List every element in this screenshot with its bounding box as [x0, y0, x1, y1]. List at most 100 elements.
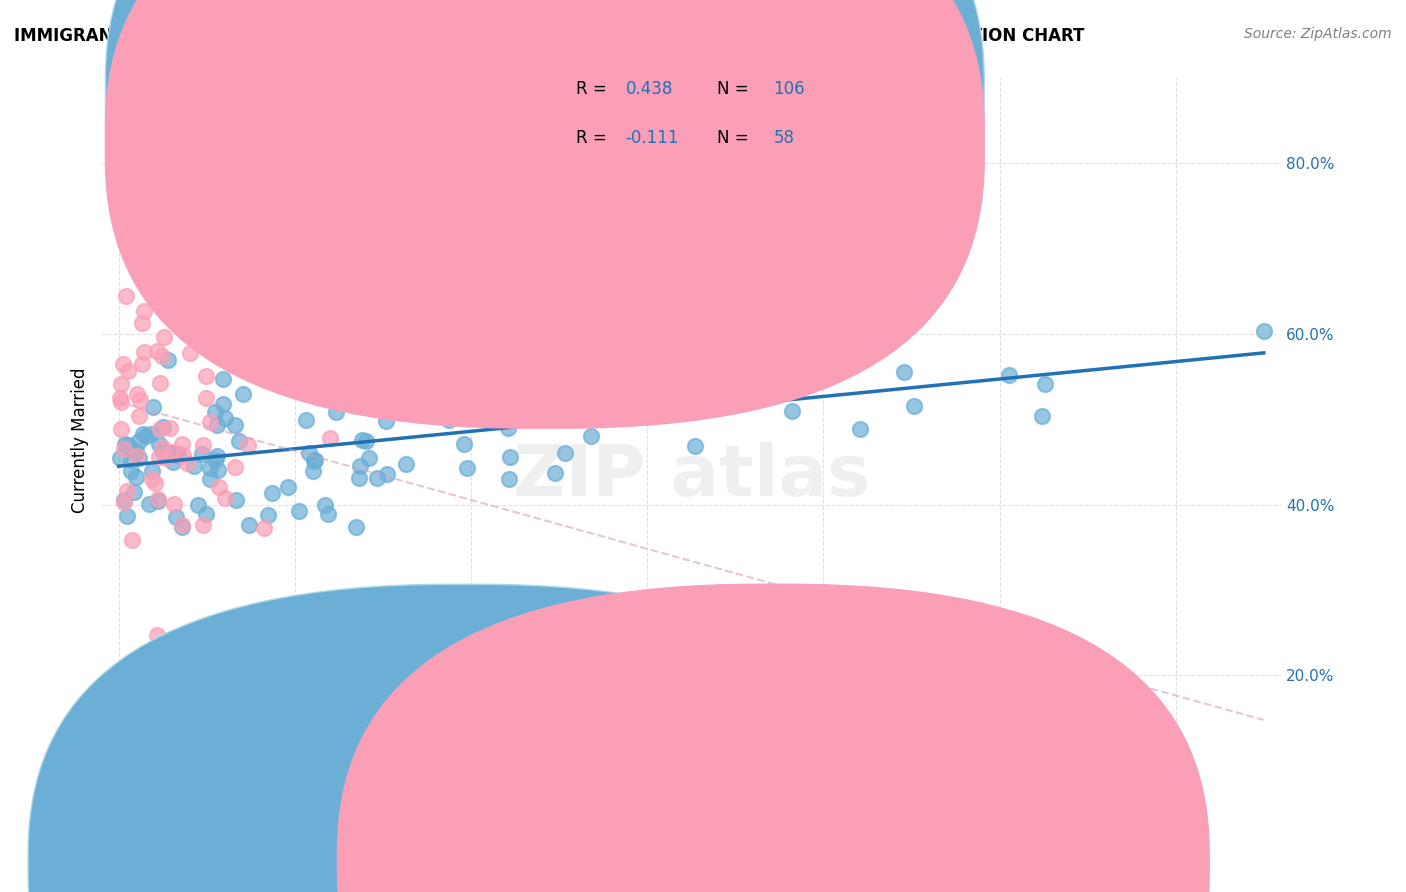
Point	[485, 411, 508, 425]
Point	[110, 422, 132, 436]
Point	[152, 420, 174, 434]
Point	[998, 368, 1021, 383]
Point	[125, 444, 148, 458]
Point	[120, 464, 142, 478]
Point	[633, 357, 655, 371]
Point	[204, 405, 226, 419]
Point	[298, 446, 321, 460]
Point	[152, 441, 174, 455]
Point	[1031, 409, 1053, 423]
Point	[157, 353, 180, 368]
Point	[145, 628, 167, 642]
Point	[412, 397, 434, 411]
Point	[146, 344, 169, 359]
Point	[179, 346, 201, 360]
Point	[228, 434, 250, 448]
Point	[283, 156, 305, 170]
Point	[153, 329, 176, 343]
Point	[437, 413, 460, 427]
Point	[453, 436, 475, 450]
Point	[110, 395, 132, 409]
Point	[148, 437, 170, 451]
Point	[498, 472, 520, 486]
Point	[302, 454, 325, 468]
Point	[269, 366, 291, 380]
Text: IMMIGRANTS FROM SOUTH AMERICA VS IMMIGRANTS FROM GRENADA CURRENTLY MARRIED CORRE: IMMIGRANTS FROM SOUTH AMERICA VS IMMIGRA…	[14, 27, 1084, 45]
Point	[117, 364, 139, 378]
Point	[132, 426, 155, 441]
Point	[685, 439, 707, 453]
Point	[574, 402, 596, 417]
Point	[166, 448, 188, 462]
Point	[112, 442, 135, 456]
Point	[131, 316, 153, 330]
Point	[1253, 324, 1275, 338]
Point	[157, 290, 180, 304]
Point	[172, 448, 194, 462]
Point	[350, 434, 373, 448]
Point	[513, 412, 536, 426]
Point	[893, 365, 915, 379]
Point	[344, 520, 367, 534]
Point	[134, 344, 156, 359]
Point	[260, 486, 283, 500]
Point	[207, 463, 229, 477]
Point	[193, 438, 215, 452]
Point	[453, 406, 475, 420]
Point	[554, 446, 576, 460]
Text: N =: N =	[717, 129, 754, 147]
Point	[112, 495, 135, 509]
Point	[120, 453, 142, 467]
Point	[496, 421, 519, 435]
Point	[183, 458, 205, 473]
Point	[112, 493, 135, 508]
Point	[638, 384, 661, 398]
Point	[150, 349, 173, 363]
Point	[141, 464, 163, 478]
Point	[165, 510, 187, 524]
Point	[288, 504, 311, 518]
Point	[433, 387, 456, 401]
Point	[456, 460, 478, 475]
Point	[194, 508, 217, 522]
Text: ZIP atlas: ZIP atlas	[513, 442, 870, 511]
Point	[218, 284, 240, 298]
Text: Immigrants from South America: Immigrants from South America	[492, 858, 738, 872]
Point	[170, 518, 193, 533]
Point	[498, 450, 520, 465]
Point	[579, 429, 602, 443]
Point	[170, 437, 193, 451]
Text: N =: N =	[717, 80, 754, 98]
Point	[108, 451, 131, 466]
Point	[737, 375, 759, 389]
Text: R =: R =	[576, 129, 613, 147]
Y-axis label: Currently Married: Currently Married	[72, 368, 89, 513]
Point	[354, 434, 377, 449]
Point	[232, 387, 254, 401]
Point	[257, 508, 280, 523]
Point	[115, 508, 138, 523]
Point	[127, 259, 149, 273]
Point	[254, 332, 277, 346]
Point	[141, 472, 163, 486]
Point	[236, 438, 259, 452]
Point	[128, 434, 150, 448]
Point	[214, 491, 236, 505]
Point	[110, 391, 132, 405]
Point	[782, 404, 804, 418]
Point	[204, 453, 226, 467]
Point	[125, 387, 148, 401]
Point	[155, 450, 177, 465]
Point	[301, 464, 323, 478]
Point	[125, 450, 148, 464]
Point	[170, 519, 193, 533]
Point	[319, 431, 342, 445]
Point	[195, 391, 218, 405]
Point	[198, 461, 221, 475]
Point	[375, 467, 398, 481]
Point	[366, 471, 388, 485]
Point	[1033, 376, 1056, 391]
Point	[148, 450, 170, 464]
Text: R =: R =	[576, 80, 613, 98]
Text: Immigrants from Grenada: Immigrants from Grenada	[801, 858, 1000, 872]
